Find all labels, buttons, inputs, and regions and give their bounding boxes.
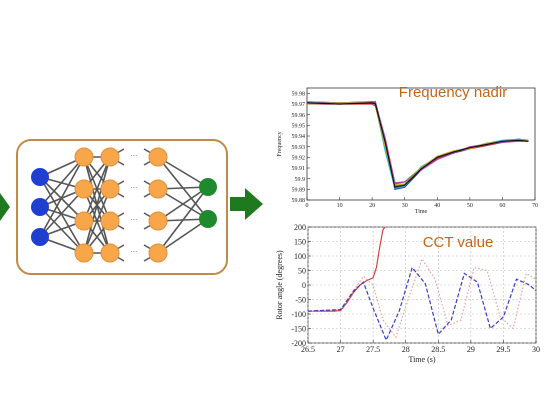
y-tick-label: 59.97 bbox=[292, 102, 306, 108]
output-node bbox=[199, 178, 217, 196]
x-tick-label: 26.5 bbox=[301, 345, 315, 354]
hidden-node bbox=[148, 211, 168, 231]
network-nodes bbox=[31, 147, 217, 263]
network-edge bbox=[83, 188, 111, 254]
network-edge bbox=[157, 186, 209, 222]
input-node bbox=[31, 198, 49, 216]
y-axis-label: Rotor angle (degrees) bbox=[275, 250, 284, 320]
ellipsis-label: ... bbox=[131, 149, 138, 158]
x-tick-label: 30 bbox=[402, 203, 408, 209]
hidden-node bbox=[74, 243, 94, 263]
y-tick-label: 59.91 bbox=[292, 166, 306, 172]
y-tick-label: 59.89 bbox=[292, 187, 306, 193]
plot-frame bbox=[306, 87, 536, 201]
y-tick-label: 59.96 bbox=[292, 113, 306, 119]
hidden-node bbox=[148, 147, 168, 167]
x-tick-label: 29 bbox=[467, 345, 475, 354]
x-tick-label: 20 bbox=[369, 203, 375, 209]
network-edge bbox=[39, 176, 85, 222]
y-tick-label: 59.94 bbox=[292, 134, 306, 140]
hidden-node bbox=[100, 211, 120, 231]
rotor-angle-chart: 26.5 27 27.5 28 28.5 29 29.5 30 200 150 100 50 0 -50 -… bbox=[275, 223, 540, 364]
hidden-node bbox=[148, 179, 168, 199]
network-edge bbox=[83, 156, 111, 254]
x-axis-label: Time bbox=[415, 209, 428, 215]
x-tick-label: 27 bbox=[337, 345, 345, 354]
ellipsis-label: ... bbox=[131, 245, 138, 254]
network-edge bbox=[157, 218, 209, 254]
x-tick-label: 40 bbox=[434, 203, 440, 209]
hidden-node bbox=[100, 179, 120, 199]
y-tick-label: 59.88 bbox=[292, 198, 306, 204]
x-axis-label: Time (s) bbox=[408, 355, 435, 364]
hidden-node bbox=[148, 243, 168, 263]
y-tick-label: -200 bbox=[291, 339, 306, 348]
network-ellipsis: ............ bbox=[131, 149, 138, 254]
y-tick-label: 200 bbox=[294, 223, 306, 232]
x-tick-label: 27.5 bbox=[366, 345, 380, 354]
network-edge bbox=[39, 156, 85, 208]
network-edge bbox=[157, 156, 209, 188]
chart-annotation: CCT value bbox=[423, 234, 494, 251]
y-axis-label: Frequency bbox=[277, 131, 283, 156]
frequency-chart: 0 10 20 30 40 50 60 70 59.98 59.97 59.96 59.95 59.94… bbox=[277, 84, 538, 215]
y-tick-label: 50 bbox=[298, 266, 306, 275]
y-tick-label: 150 bbox=[294, 237, 306, 246]
network-edge bbox=[83, 156, 111, 222]
x-tick-label: 28.5 bbox=[431, 345, 445, 354]
y-tick-label: -50 bbox=[295, 295, 306, 304]
x-tick-label: 50 bbox=[467, 203, 473, 209]
y-tick-label: 59.93 bbox=[292, 145, 306, 151]
y-tick-label: 59.98 bbox=[292, 91, 306, 97]
network-edge bbox=[39, 156, 85, 238]
x-tick-label: 70 bbox=[532, 203, 538, 209]
hidden-node bbox=[100, 147, 120, 167]
chart-annotation: Frequency nadir bbox=[399, 84, 507, 101]
y-tick-label: 59.9 bbox=[295, 177, 306, 183]
hidden-node bbox=[74, 179, 94, 199]
input-node bbox=[31, 228, 49, 246]
x-tick-label: 29.5 bbox=[496, 345, 510, 354]
network-edge bbox=[39, 206, 85, 254]
series-line bbox=[307, 102, 529, 188]
input-node bbox=[31, 168, 49, 186]
y-tick-label: 100 bbox=[294, 252, 306, 261]
input-arrow bbox=[0, 193, 10, 221]
y-tick-label: 0 bbox=[302, 281, 306, 290]
x-tick-label: 10 bbox=[337, 203, 343, 209]
ellipsis-label: ... bbox=[131, 213, 138, 222]
network-edge bbox=[39, 188, 85, 238]
hidden-node bbox=[74, 147, 94, 167]
y-tick-label: -100 bbox=[291, 310, 306, 319]
y-tick-label: 59.95 bbox=[292, 123, 306, 129]
series-line bbox=[308, 266, 536, 342]
x-tick-label: 28 bbox=[402, 345, 410, 354]
x-tick-label: 0 bbox=[306, 203, 309, 209]
network-edge bbox=[157, 186, 209, 254]
y-tick-label: 59.92 bbox=[292, 155, 306, 161]
x-tick-label: 60 bbox=[499, 203, 505, 209]
series-line bbox=[308, 257, 536, 339]
x-tick-label: 30 bbox=[532, 345, 540, 354]
output-arrow bbox=[230, 188, 263, 220]
hidden-node bbox=[100, 243, 120, 263]
hidden-node bbox=[74, 211, 94, 231]
y-tick-label: -150 bbox=[291, 324, 306, 333]
series-line bbox=[307, 101, 529, 184]
ellipsis-label: ... bbox=[131, 181, 138, 190]
network-edge bbox=[39, 176, 85, 254]
output-node bbox=[199, 210, 217, 228]
